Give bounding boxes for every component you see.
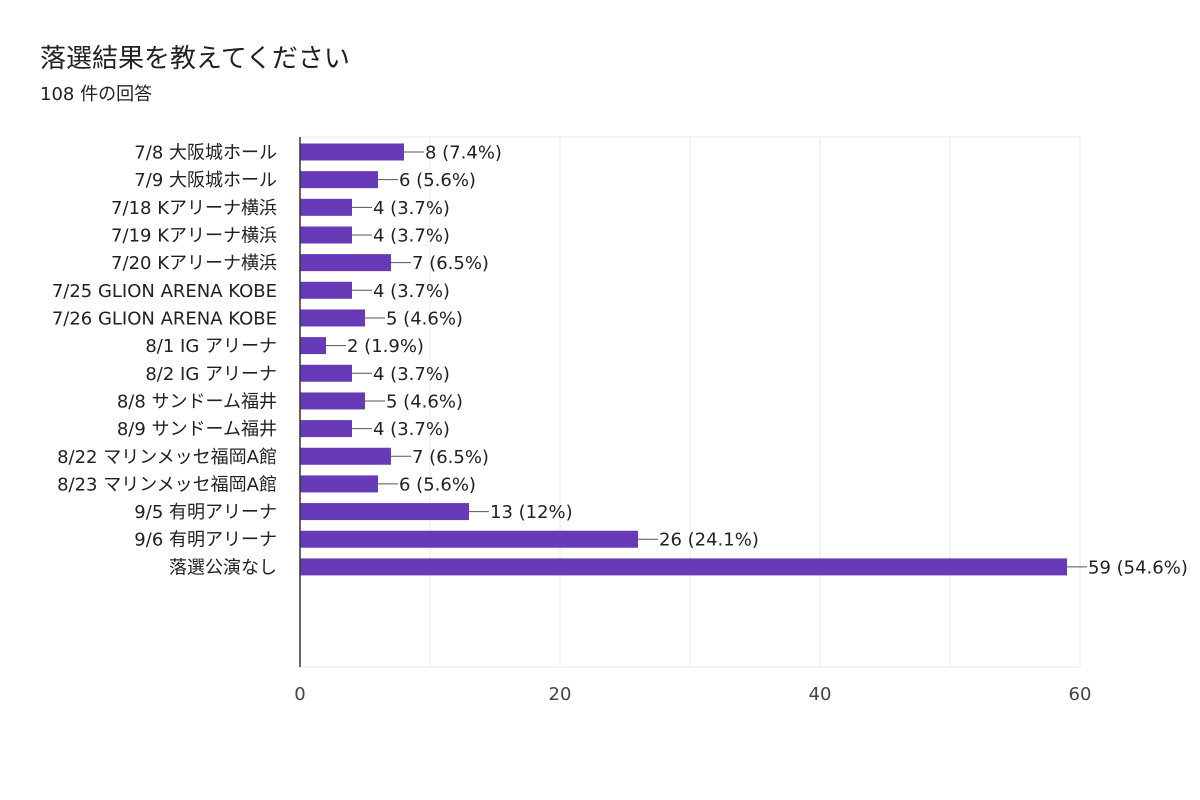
- bar: [300, 226, 352, 244]
- category-label: 7/9 大阪城ホール: [134, 170, 277, 191]
- data-label: 7 (6.5%): [412, 253, 489, 274]
- bars: [300, 143, 1087, 576]
- category-label: 7/20 Kアリーナ横浜: [111, 253, 277, 274]
- data-label: 4 (3.7%): [373, 364, 450, 385]
- category-label: 8/1 IG アリーナ: [145, 336, 277, 357]
- bar: [300, 143, 404, 161]
- data-label: 6 (5.6%): [399, 474, 476, 495]
- category-label: 7/8 大阪城ホール: [134, 143, 277, 164]
- bar: [300, 364, 352, 382]
- bar: [300, 198, 352, 216]
- x-tick-label: 20: [549, 684, 572, 705]
- bar: [300, 309, 365, 327]
- data-label: 5 (4.6%): [386, 308, 463, 329]
- category-label: 7/18 Kアリーナ横浜: [111, 198, 277, 219]
- data-label: 7 (6.5%): [412, 447, 489, 468]
- bar: [300, 171, 378, 189]
- bar: [300, 475, 378, 493]
- category-label: 9/6 有明アリーナ: [134, 530, 277, 551]
- data-label: 4 (3.7%): [373, 419, 450, 440]
- data-label: 2 (1.9%): [347, 336, 424, 357]
- data-label: 4 (3.7%): [373, 225, 450, 246]
- chart-title: 落選結果を教えてください: [40, 44, 350, 74]
- bar: [300, 337, 326, 355]
- bar: [300, 530, 638, 548]
- category-label: 7/25 GLION ARENA KOBE: [52, 281, 277, 302]
- data-label: 59 (54.6%): [1088, 557, 1188, 578]
- category-label: 7/19 Kアリーナ横浜: [111, 225, 277, 246]
- category-label: 9/5 有明アリーナ: [134, 502, 277, 523]
- category-label: 8/8 サンドーム福井: [117, 391, 277, 412]
- category-label: 8/9 サンドーム福井: [117, 419, 277, 440]
- bar: [300, 392, 365, 410]
- category-label: 8/23 マリンメッセ福岡A館: [57, 474, 277, 495]
- category-label: 8/22 マリンメッセ福岡A館: [57, 447, 277, 468]
- data-label: 26 (24.1%): [659, 530, 759, 551]
- category-label: 7/26 GLION ARENA KOBE: [52, 308, 277, 329]
- data-label: 4 (3.7%): [373, 198, 450, 219]
- bar: [300, 503, 469, 521]
- data-label: 6 (5.6%): [399, 170, 476, 191]
- response-count: 108 件の回答: [40, 84, 153, 105]
- category-label: 8/2 IG アリーナ: [145, 364, 277, 385]
- grid-lines: [300, 136, 1081, 668]
- bar: [300, 558, 1067, 576]
- bar: [300, 254, 391, 272]
- x-tick-label: 60: [1069, 684, 1092, 705]
- data-label: 4 (3.7%): [373, 281, 450, 302]
- bar: [300, 447, 391, 465]
- bar: [300, 281, 352, 299]
- bar: [300, 420, 352, 438]
- category-label: 落選公演なし: [169, 557, 277, 578]
- x-tick-label: 0: [294, 684, 305, 705]
- data-label: 5 (4.6%): [386, 391, 463, 412]
- data-label: 13 (12%): [490, 502, 573, 523]
- x-tick-label: 40: [809, 684, 832, 705]
- labels: 0 20 40 60 7/8 大阪城ホール 8 (7.4%) 7/9 大阪城ホール 6 (5.…: [52, 137, 1188, 705]
- data-label: 8 (7.4%): [425, 143, 502, 164]
